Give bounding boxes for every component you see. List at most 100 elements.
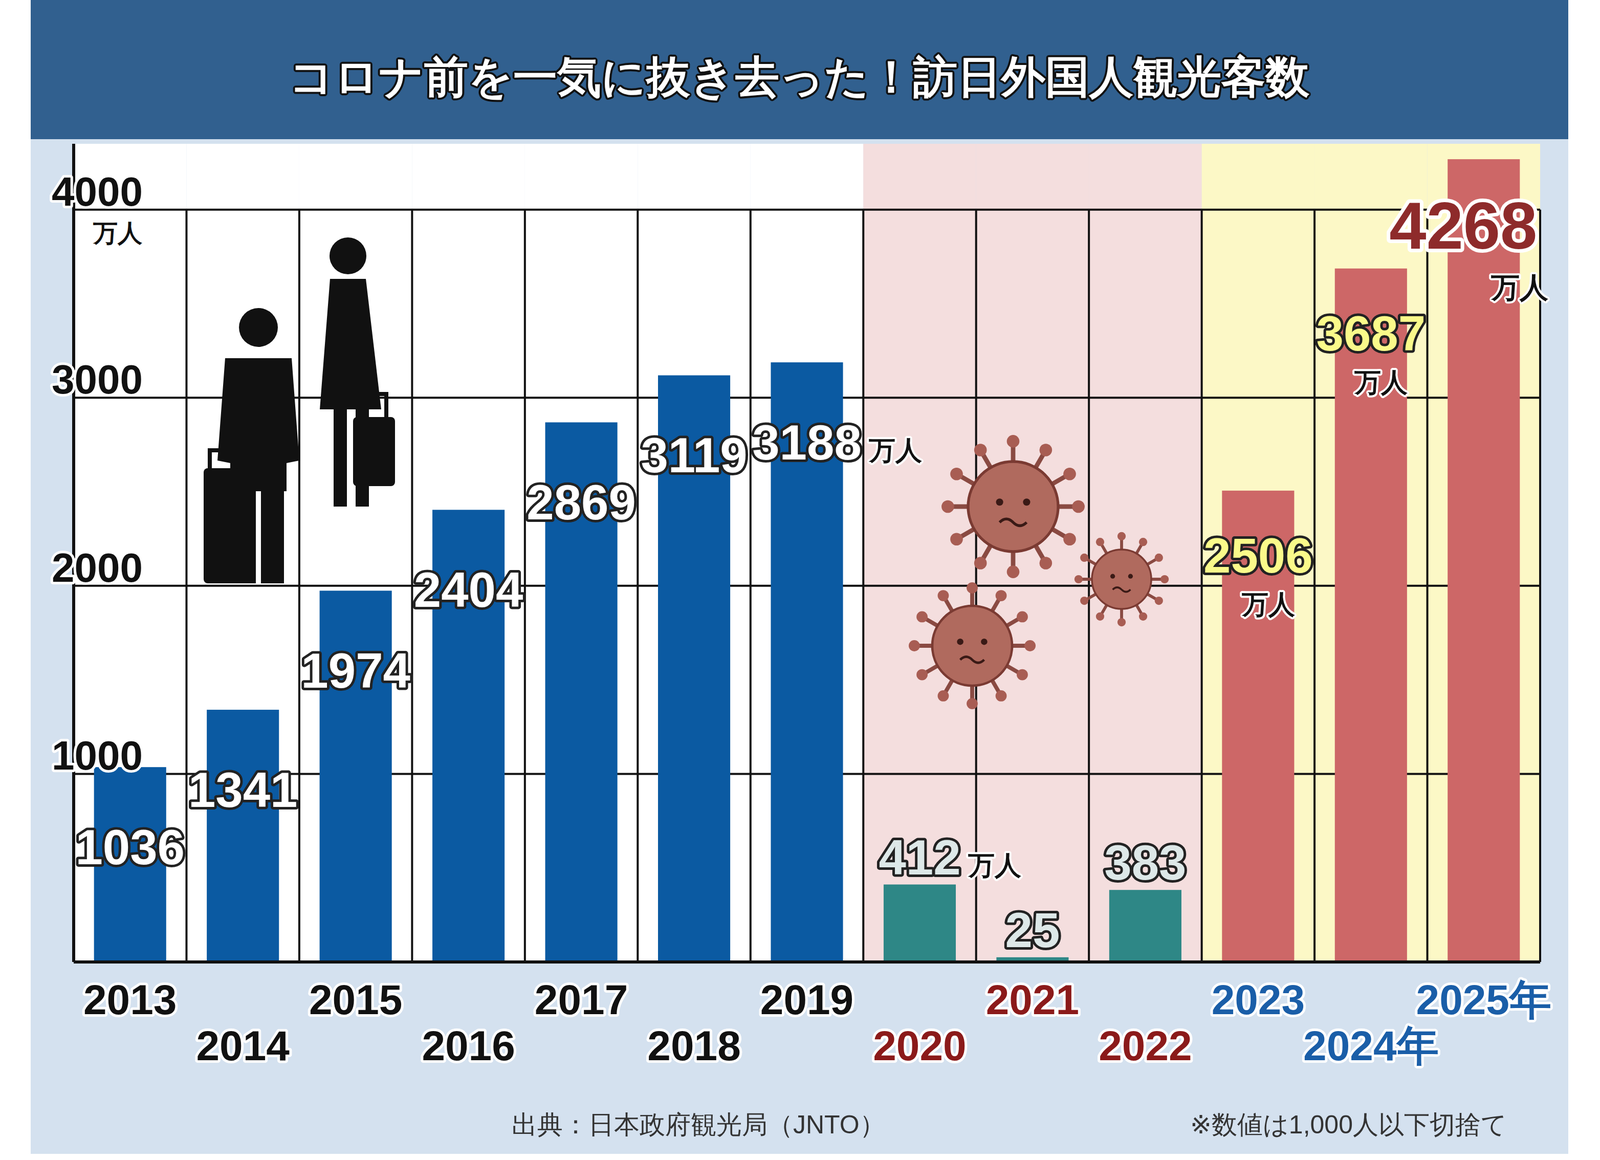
x-tick-label: 2020 bbox=[872, 1022, 967, 1069]
x-tick-label: 2018 bbox=[647, 1022, 741, 1069]
traveler-leg bbox=[260, 488, 284, 584]
title: コロナ前を一気に抜き去った！訪日外国人観光客数 bbox=[289, 52, 1310, 102]
traveler-head bbox=[329, 237, 367, 275]
period-band bbox=[186, 143, 299, 962]
category-grid-line bbox=[1087, 209, 1090, 962]
virus-spike-tip bbox=[1154, 596, 1164, 605]
virus-spike-tip bbox=[995, 690, 1007, 702]
virus-mouth bbox=[1112, 587, 1131, 593]
virus-spike-tip bbox=[1039, 443, 1052, 457]
period-band bbox=[1427, 143, 1541, 962]
background bbox=[30, 0, 1569, 1154]
virus-spike-tip bbox=[916, 611, 928, 623]
suitcase bbox=[203, 468, 241, 584]
virus-spike-tip bbox=[937, 690, 950, 702]
data-label: 3687万人 bbox=[1316, 305, 1427, 398]
data-label: 3119 bbox=[640, 427, 748, 483]
virus-spike-tip bbox=[908, 640, 920, 652]
traveler-head bbox=[238, 308, 278, 347]
virus-spike-tip bbox=[1039, 556, 1052, 570]
virus-eye bbox=[996, 498, 1004, 506]
data-label-unit: 万人 bbox=[1241, 589, 1296, 620]
category-grid-line bbox=[1313, 209, 1316, 962]
y-tick-label: 4000 bbox=[51, 168, 143, 215]
suitcase-handle bbox=[209, 450, 235, 469]
virus-spike-tip bbox=[1096, 537, 1105, 546]
virus-spike-tip bbox=[1063, 467, 1077, 481]
virus-spike-tip bbox=[1138, 537, 1148, 546]
virus-spike-tip bbox=[1074, 575, 1083, 584]
y-axis-label: 万人 bbox=[92, 219, 143, 247]
virus-spike-tip bbox=[1117, 618, 1126, 627]
data-label-number: 383 bbox=[1104, 835, 1187, 890]
data-label: 1036 bbox=[75, 819, 185, 875]
data-label-number: 25 bbox=[1005, 902, 1061, 958]
data-label: 4268万人 bbox=[1389, 188, 1549, 304]
source: 出典：日本政府観光局（JNTO） bbox=[511, 1110, 886, 1139]
x-tick-label: 2023 bbox=[1211, 976, 1305, 1023]
data-label-number: 2506 bbox=[1203, 528, 1313, 583]
virus-body bbox=[932, 605, 1013, 686]
category-grid-line bbox=[749, 209, 752, 962]
virus-spike-tip bbox=[966, 582, 978, 594]
x-tick-label: 2019 bbox=[760, 976, 854, 1023]
virus-spike-tip bbox=[937, 589, 950, 602]
virus-icon bbox=[1074, 532, 1169, 627]
virus-spike-tip bbox=[1024, 640, 1036, 652]
category-grid-line bbox=[185, 209, 188, 962]
category-grid-line bbox=[298, 209, 301, 962]
virus-body bbox=[968, 461, 1059, 552]
data-label: 1974 bbox=[300, 643, 411, 698]
note: ※数値は1,000人以下切捨て bbox=[1190, 1110, 1507, 1139]
y-tick-label: 3000 bbox=[51, 356, 143, 403]
x-tick-label: 2021 bbox=[985, 976, 1080, 1023]
data-label: 412万人 bbox=[878, 829, 1021, 885]
virus-eye bbox=[956, 638, 963, 645]
virus-mouth bbox=[960, 656, 985, 663]
data-label-unit: 万人 bbox=[1353, 367, 1408, 398]
bars bbox=[94, 159, 1521, 962]
x-axis bbox=[73, 960, 1541, 964]
data-label: 25 bbox=[1005, 902, 1061, 958]
category-grid-line bbox=[1426, 209, 1429, 962]
data-label-unit: 万人 bbox=[868, 435, 923, 466]
period-band bbox=[976, 143, 1089, 962]
virus-spike-tip bbox=[1016, 611, 1028, 623]
virus-spike-tip bbox=[950, 467, 963, 481]
period-band bbox=[299, 143, 412, 962]
data-label-number: 2869 bbox=[526, 474, 637, 530]
data-label: 2506 万人 bbox=[1203, 528, 1313, 620]
period-band bbox=[637, 143, 751, 962]
category-grid-line bbox=[1200, 209, 1203, 962]
virus-mouth bbox=[999, 518, 1027, 526]
category-grid-line bbox=[1539, 209, 1542, 962]
virus-spike-tip bbox=[1016, 669, 1028, 681]
data-label-number: 412 bbox=[878, 829, 961, 885]
virus-eye bbox=[1128, 574, 1133, 579]
bar bbox=[883, 884, 956, 962]
data-label-number: 4268 bbox=[1389, 188, 1538, 263]
chart: コロナ前を一気に抜き去った！訪日外国人観光客数1000200030004000万… bbox=[0, 0, 1600, 1160]
bar bbox=[1109, 889, 1182, 962]
x-tick-label: 2017 bbox=[534, 976, 628, 1023]
x-tick-label: 2024年 bbox=[1303, 1022, 1439, 1069]
virus-spike-tip bbox=[966, 697, 978, 710]
bar bbox=[206, 709, 279, 962]
category-grid-line bbox=[523, 209, 526, 962]
virus-spike-tip bbox=[974, 556, 988, 570]
virus-eye bbox=[1110, 574, 1115, 579]
period-band bbox=[1314, 143, 1428, 962]
virus-spike-tip bbox=[1006, 434, 1020, 448]
virus-spike-tip bbox=[1117, 532, 1126, 541]
x-tick-label: 2022 bbox=[1098, 1022, 1192, 1069]
virus-icon bbox=[941, 434, 1085, 579]
data-label-number: 3119 bbox=[640, 427, 748, 483]
virus-spike-tip bbox=[1063, 532, 1077, 546]
data-label: 2869 bbox=[526, 474, 637, 530]
virus-eye bbox=[980, 638, 988, 645]
period-band bbox=[1088, 143, 1202, 962]
data-label-number: 1974 bbox=[300, 643, 411, 698]
data-label: 3188万人 bbox=[752, 414, 923, 470]
traveler-body bbox=[319, 278, 382, 410]
grid-line bbox=[73, 208, 1541, 211]
